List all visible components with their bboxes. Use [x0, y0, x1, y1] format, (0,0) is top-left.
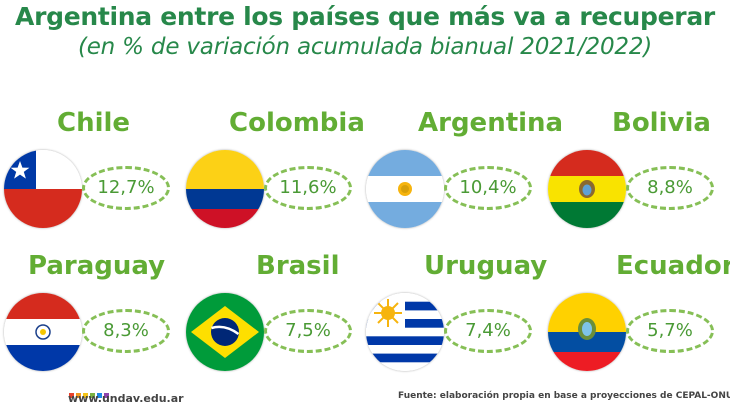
- chart-title: Argentina entre los países que más va a …: [15, 2, 715, 31]
- chart-subtitle: (en % de variación acumulada bianual 202…: [77, 34, 653, 60]
- country-cell-brasil: Brasil 7,5%: [186, 249, 366, 389]
- value-label: 11,6%: [279, 177, 337, 198]
- argentina-flag-icon: [366, 150, 444, 228]
- country-cell-paraguay: Paraguay 8,3%: [4, 249, 184, 389]
- country-name: Argentina: [418, 108, 564, 138]
- colombia-flag-icon: [186, 150, 264, 228]
- chile-flag-icon: [4, 150, 82, 228]
- footer-url: www.undav.edu.ar: [68, 392, 184, 405]
- value-label: 8,8%: [647, 177, 693, 198]
- logo-dot: [97, 393, 102, 398]
- value-label: 10,4%: [459, 177, 517, 198]
- value-label: 5,7%: [647, 320, 693, 341]
- country-cell-ecuador: Ecuador 5,7%: [548, 249, 730, 389]
- logo-dot: [90, 393, 95, 398]
- country-name: Paraguay: [28, 251, 166, 281]
- logo-dot: [69, 393, 74, 398]
- value-label: 8,3%: [103, 320, 149, 341]
- value-badge: [82, 309, 170, 353]
- logo-dot: [76, 393, 81, 398]
- country-name: Ecuador: [616, 251, 730, 281]
- country-cell-bolivia: Bolivia 8,8%: [548, 106, 728, 246]
- footer-source: Fuente: elaboración propia en base a pro…: [398, 391, 730, 401]
- value-badge: [444, 166, 532, 210]
- value-badge: [264, 166, 352, 210]
- value-label: 7,5%: [285, 320, 331, 341]
- country-name: Chile: [57, 108, 131, 138]
- value-badge: [626, 166, 714, 210]
- country-name: Bolivia: [612, 108, 711, 138]
- logo-dot: [83, 393, 88, 398]
- logo-dot: [104, 393, 109, 398]
- country-cell-uruguay: Uruguay 7,4%: [366, 249, 548, 389]
- uruguay-flag-icon: [366, 293, 444, 371]
- country-cell-chile: Chile 12,7%: [4, 106, 184, 246]
- country-cell-colombia: Colombia 11,6%: [186, 106, 366, 246]
- value-label: 12,7%: [97, 177, 155, 198]
- value-badge: [626, 309, 714, 353]
- country-name: Brasil: [256, 251, 340, 281]
- ecuador-flag-icon: [548, 293, 626, 371]
- value-label: 7,4%: [465, 320, 511, 341]
- logo-dots: [69, 383, 111, 398]
- bolivia-flag-icon: [548, 150, 626, 228]
- value-badge: [264, 309, 352, 353]
- country-cell-argentina: Argentina 10,4%: [366, 106, 563, 246]
- country-name: Colombia: [229, 108, 365, 138]
- value-badge: [82, 166, 170, 210]
- country-name: Uruguay: [424, 251, 548, 281]
- brasil-flag-icon: [186, 293, 264, 371]
- value-badge: [444, 309, 532, 353]
- paraguay-flag-icon: [4, 293, 82, 371]
